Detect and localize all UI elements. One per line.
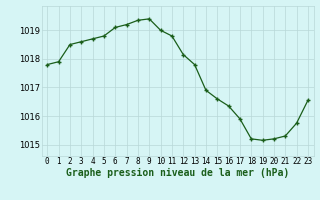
X-axis label: Graphe pression niveau de la mer (hPa): Graphe pression niveau de la mer (hPa) <box>66 168 289 178</box>
